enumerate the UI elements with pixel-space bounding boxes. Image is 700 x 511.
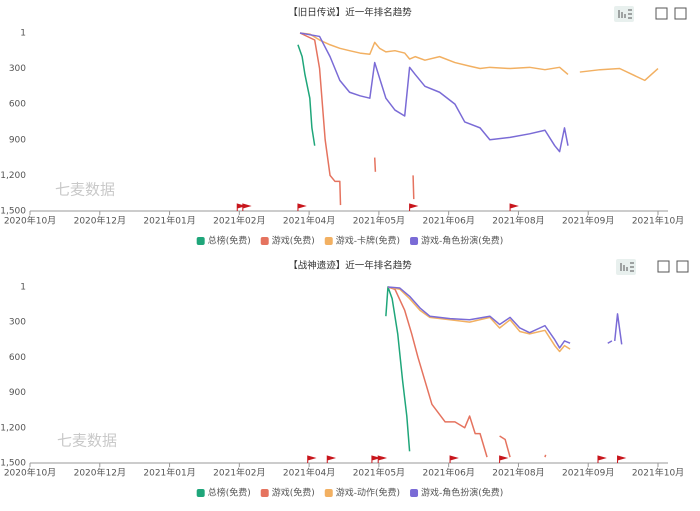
series-line <box>299 32 415 206</box>
legend-swatch <box>196 489 205 497</box>
y-tick-label: 300 <box>9 318 26 328</box>
x-tick-label: 2021年02月 <box>213 215 265 227</box>
legend-swatch <box>324 489 333 497</box>
x-tick-label: 2021年04月 <box>283 215 335 227</box>
chart-title: 【战神遗迹】近一年排名趋势 <box>288 260 412 272</box>
series-line <box>385 286 411 452</box>
event-flag <box>499 455 509 463</box>
event-flag <box>509 203 519 211</box>
y-tick-label: 1,500 <box>0 459 26 469</box>
y-tick-label: 1,200 <box>0 423 26 433</box>
x-tick-label: 2021年02月 <box>213 467 265 479</box>
download-button[interactable] <box>676 260 689 273</box>
x-tick-label: 2020年10月 <box>4 215 56 227</box>
x-tick-label: 2021年04月 <box>283 467 335 479</box>
event-flag <box>307 455 317 463</box>
series-line <box>387 286 571 353</box>
legend-label: 游戏-角色扮演(免费) <box>421 235 503 247</box>
y-tick-label: 600 <box>9 100 26 110</box>
icon <box>620 262 634 272</box>
x-tick-label: 2021年06月 <box>422 467 474 479</box>
event-flag <box>409 203 419 211</box>
event-flag <box>297 203 307 211</box>
toolbar <box>614 6 689 275</box>
y-tick-label: 1 <box>20 283 26 293</box>
legend-swatch <box>324 237 333 245</box>
watermark: 七麦数据 <box>57 432 117 450</box>
legend-swatch <box>410 489 419 497</box>
y-tick-label: 1,200 <box>0 171 26 181</box>
event-flag <box>242 203 252 211</box>
y-tick-label: 600 <box>9 353 26 363</box>
y-tick-label: 900 <box>9 135 26 145</box>
series-line <box>297 44 316 146</box>
series-line <box>299 32 659 82</box>
x-tick-label: 2021年08月 <box>492 215 544 227</box>
series-line <box>387 286 623 349</box>
x-tick-label: 2021年01月 <box>143 215 195 227</box>
legend-swatch <box>196 237 205 245</box>
x-tick-label: 2021年05月 <box>353 467 405 479</box>
x-tick-label: 2021年01月 <box>143 467 195 479</box>
event-flag <box>326 455 337 463</box>
y-tick-label: 1 <box>20 29 26 39</box>
legend-label: 游戏(免费) <box>272 235 315 247</box>
download-button[interactable] <box>674 7 687 20</box>
event-flag <box>377 455 388 463</box>
legend: 总榜(免费) 游戏(免费) 游戏-动作(免费) 游戏-角色扮演(免费) <box>196 487 503 499</box>
y-tick-label: 300 <box>9 64 26 74</box>
legend-label: 游戏(免费) <box>272 487 315 499</box>
watermark: 七麦数据 <box>55 181 115 199</box>
x-tick-label: 2021年06月 <box>422 215 474 227</box>
chart-title: 【旧日传说】近一年排名趋势 <box>288 7 412 19</box>
x-tick-label: 2021年08月 <box>492 467 544 479</box>
x-tick-label: 2021年09月 <box>562 467 614 479</box>
image-button[interactable] <box>657 260 670 273</box>
legend-swatch <box>260 237 269 245</box>
event-flag <box>597 455 607 463</box>
x-tick-label: 2021年05月 <box>353 215 405 227</box>
legend: 总榜(免费) 游戏(免费) 游戏-卡牌(免费) 游戏-角色扮演(免费) <box>196 235 503 247</box>
image-button[interactable] <box>655 7 668 20</box>
x-tick-label: 2020年10月 <box>4 467 56 479</box>
x-tick-label: 2020年12月 <box>74 467 126 479</box>
x-tick-label: 2021年10月 <box>632 215 684 227</box>
legend-swatch <box>410 237 419 245</box>
x-tick-label: 2021年09月 <box>562 215 614 227</box>
event-flag <box>449 455 459 463</box>
legend-label: 总榜(免费) <box>208 235 251 247</box>
series-line <box>299 32 569 153</box>
event-flag <box>617 455 627 463</box>
legend-swatch <box>260 489 269 497</box>
x-tick-label: 2021年10月 <box>632 467 684 479</box>
legend-label: 游戏-卡牌(免费) <box>336 235 400 247</box>
legend-label: 总榜(免费) <box>208 487 251 499</box>
y-tick-label: 1,500 <box>0 207 26 217</box>
icon <box>618 9 632 19</box>
legend-label: 游戏-角色扮演(免费) <box>421 487 503 499</box>
series-line <box>387 286 547 458</box>
legend-label: 游戏-动作(免费) <box>336 487 400 499</box>
x-tick-label: 2020年12月 <box>74 215 126 227</box>
y-tick-label: 900 <box>9 388 26 398</box>
